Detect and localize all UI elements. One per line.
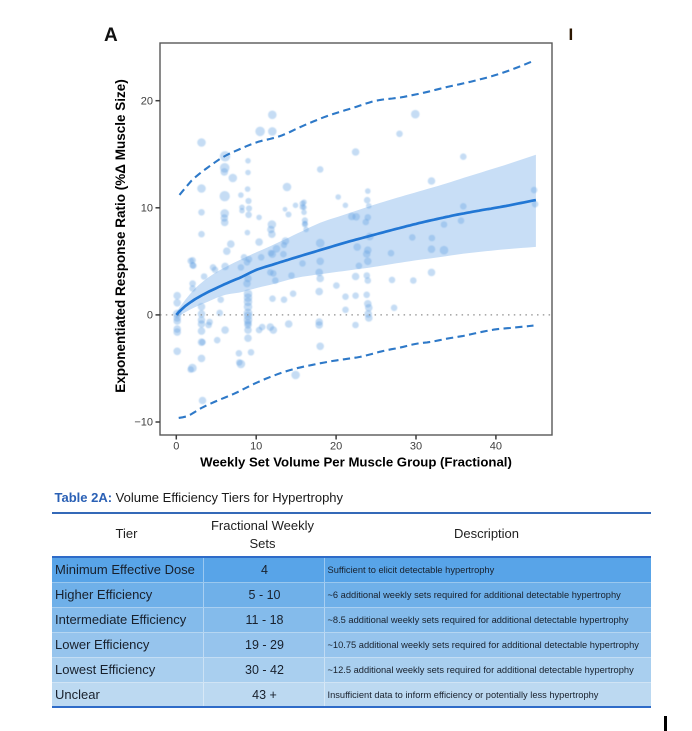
svg-text:A: A bbox=[104, 25, 118, 46]
svg-text:10: 10 bbox=[141, 203, 153, 215]
svg-text:0: 0 bbox=[147, 310, 153, 322]
svg-text:−10: −10 bbox=[134, 417, 153, 429]
svg-text:30: 30 bbox=[410, 441, 422, 453]
svg-text:0: 0 bbox=[173, 441, 179, 453]
svg-text:40: 40 bbox=[490, 441, 502, 453]
svg-text:Exponentiated Response Ratio (: Exponentiated Response Ratio (%Δ Muscle … bbox=[113, 79, 128, 393]
svg-text:Weekly Set Volume Per Muscle G: Weekly Set Volume Per Muscle Group (Frac… bbox=[200, 455, 512, 470]
svg-text:I: I bbox=[569, 25, 574, 44]
svg-text:20: 20 bbox=[141, 95, 153, 107]
svg-text:10: 10 bbox=[250, 441, 262, 453]
svg-text:20: 20 bbox=[330, 441, 342, 453]
